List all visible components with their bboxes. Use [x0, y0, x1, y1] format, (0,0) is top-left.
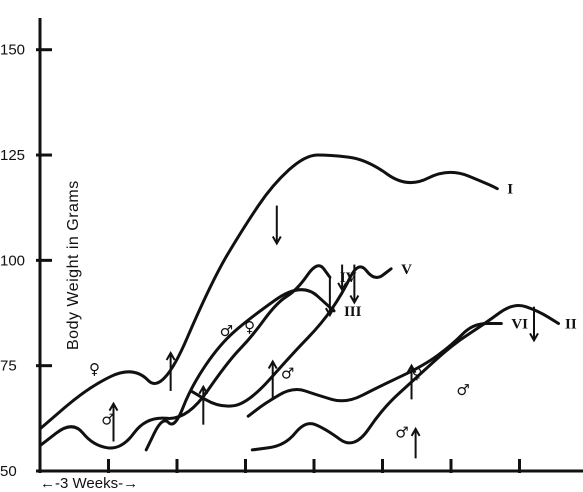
x-axis-title: ←-3 Weeks-→: [40, 475, 138, 492]
series-line-V: [189, 265, 393, 408]
series-line-VI: [246, 322, 503, 418]
male-symbol-2: ♂: [220, 322, 233, 340]
male-symbol-6: ♂: [395, 423, 408, 441]
series-line-III: [144, 288, 336, 452]
series-line-IV: [38, 264, 332, 450]
y-tick-group: 50 75 100 125 150: [0, 42, 52, 480]
sex-mark-group: ♀ ♂ ♂ ♀ ♂ ♀ ♂ ♂: [89, 318, 470, 441]
arrow-group: [108, 205, 539, 459]
arrow-up-1: [165, 351, 176, 391]
arrow-down-10: [529, 306, 539, 343]
female-symbol-0: ♀: [89, 360, 100, 378]
male-symbol-4: ♂: [281, 364, 294, 382]
series-label-III: III: [344, 304, 362, 320]
series-line-I: [38, 153, 499, 431]
series-line-II: [250, 304, 560, 452]
arrow-up-2: [198, 384, 209, 425]
arrow-up-9: [410, 426, 421, 459]
arrow-down-7: [337, 264, 347, 292]
female-symbol-5: ♀: [412, 364, 423, 382]
series-label-V: V: [401, 262, 412, 278]
series-label-I: I: [507, 182, 513, 198]
arrow-down-6: [349, 264, 360, 305]
y-tick-label-50: 50: [0, 463, 17, 480]
female-symbol-3: ♀: [244, 318, 255, 336]
y-tick-label-75: 75: [0, 358, 17, 375]
series-label-II: II: [565, 317, 577, 333]
axes: [38, 18, 583, 473]
arrow-down-3: [271, 205, 282, 246]
arrow-up-8: [406, 363, 417, 400]
series-label-IV: IV: [340, 270, 357, 286]
male-symbol-7: ♂: [456, 381, 469, 399]
arrow-up-0: [108, 401, 119, 442]
arrow-up-4: [267, 359, 278, 400]
y-tick-label-150: 150: [0, 42, 25, 59]
series-group: [38, 153, 560, 452]
male-symbol-1: ♂: [101, 411, 114, 429]
y-axis-title: Body Weight in Grams: [65, 180, 82, 350]
y-tick-label-100: 100: [0, 252, 25, 269]
y-tick-label-125: 125: [0, 147, 25, 164]
series-label-VI: VI: [511, 317, 528, 333]
arrow-down-5: [325, 277, 335, 318]
x-tick-group: [38, 459, 521, 473]
